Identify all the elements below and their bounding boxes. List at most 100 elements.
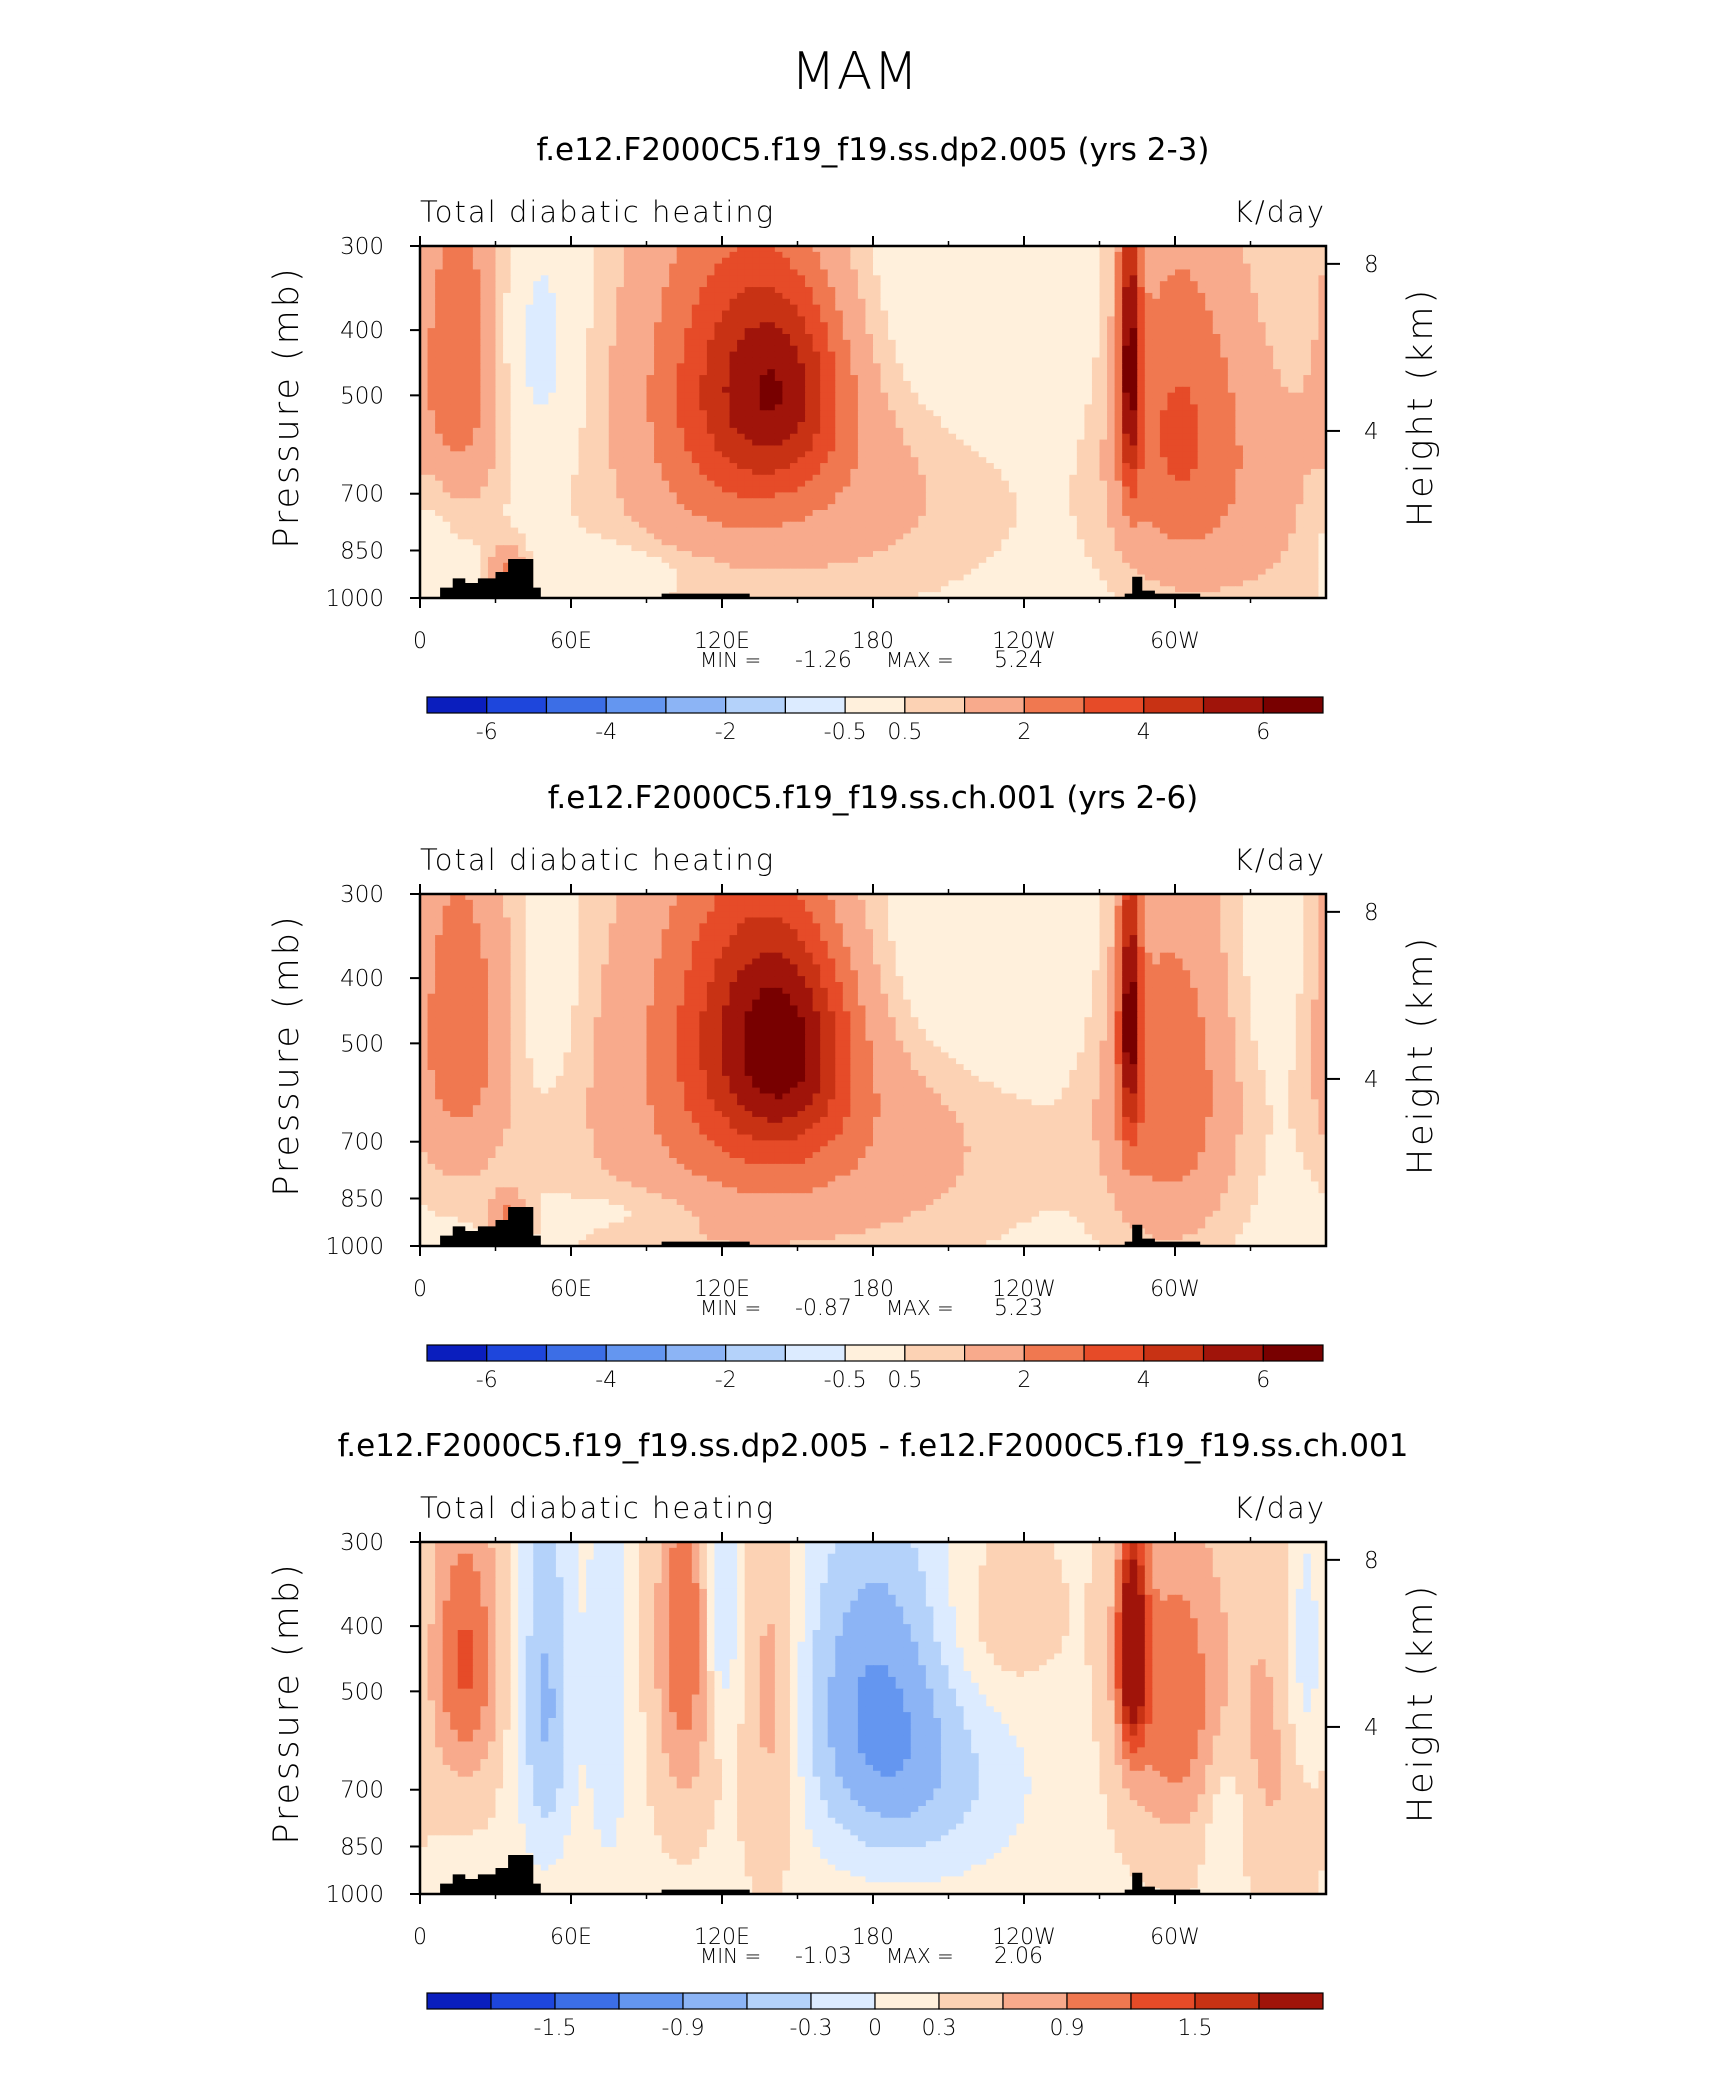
panel-1-field-cell	[669, 264, 677, 270]
panel-1-field-cell	[1167, 275, 1175, 281]
panel-1-field-cell	[594, 328, 602, 334]
panel-1-field-cell	[903, 334, 911, 340]
panel-1-field-cell	[692, 287, 700, 293]
panel-1-field-cell	[820, 264, 828, 270]
panel-1-field-cell	[760, 252, 768, 258]
panel-1-field-cell	[760, 258, 768, 264]
panel-1-field-cell	[1303, 281, 1311, 287]
panel-1-field-cell	[480, 340, 488, 346]
panel-1-field-cell	[435, 281, 443, 287]
panel-1-field-cell	[669, 340, 677, 346]
panel-1-field-cell	[654, 340, 662, 346]
panel-1-field-cell	[511, 322, 519, 328]
panel-1-field-cell	[730, 252, 738, 258]
panel-1-field-cell	[752, 293, 760, 299]
panel-1-field-cell	[714, 328, 722, 334]
panel-1-field-cell	[616, 264, 624, 270]
panel-1-field-cell	[752, 305, 760, 311]
panel-1-field-cell	[858, 311, 866, 317]
panel-1-field-cell	[503, 275, 511, 281]
panel-1-field-cell	[511, 281, 519, 287]
panel-1-field-cell	[458, 328, 466, 334]
panel-1-field-cell	[563, 340, 571, 346]
panel-1-field-cell	[1092, 269, 1100, 275]
panel-1-field-cell	[911, 269, 919, 275]
panel-1-units-label: K/day	[1234, 195, 1326, 229]
panel-1-field-cell	[1243, 287, 1251, 293]
panel-1-field-cell	[692, 269, 700, 275]
panel-1-field-cell	[1077, 299, 1085, 305]
panel-1-field-cell	[926, 305, 934, 311]
panel-1-field-cell	[828, 293, 836, 299]
panel-1-field-cell	[964, 269, 972, 275]
panel-1-field-cell	[654, 258, 662, 264]
panel-1-field-cell	[548, 334, 556, 340]
panel-1-field-cell	[533, 322, 541, 328]
panel-1-field-cell	[488, 316, 496, 322]
panel-1-field-cell	[707, 275, 715, 281]
panel-1-field-cell	[1039, 252, 1047, 258]
panel-1-field-cell	[1235, 322, 1243, 328]
panel-1-field-cell	[1062, 299, 1070, 305]
panel-1-field-cell	[1183, 264, 1191, 270]
panel-1-field-cell	[1137, 269, 1145, 275]
panel-1-field-cell	[752, 275, 760, 281]
panel-1-field-cell	[1266, 299, 1274, 305]
panel-1-field-cell	[1100, 269, 1108, 275]
panel-1-field-cell	[1039, 334, 1047, 340]
panel-1-field-cell	[654, 305, 662, 311]
panel-1-field-cell	[541, 269, 549, 275]
panel-1-field-cell	[714, 252, 722, 258]
panel-1-field-cell	[782, 293, 790, 299]
panel-1-field-cell	[541, 258, 549, 264]
panel-1-field-cell	[1296, 334, 1304, 340]
figure-canvas: f.e12.F2000C5.f19_f19.ss.dp2.005 (yrs 2-…	[0, 0, 1710, 2074]
panel-1-field-cell	[1115, 275, 1123, 281]
panel-1-field-cell	[896, 281, 904, 287]
panel-1-field-cell	[1137, 275, 1145, 281]
panel-1-field-cell	[662, 293, 670, 299]
panel-1-field-cell	[888, 281, 896, 287]
panel-1-field-cell	[1084, 287, 1092, 293]
panel-1-field-cell	[1167, 316, 1175, 322]
panel-1-field-cell	[888, 299, 896, 305]
panel-1-field-cell	[1047, 316, 1055, 322]
panel-1-field-cell	[767, 293, 775, 299]
panel-1-field-cell	[624, 293, 632, 299]
panel-1-field-cell	[654, 252, 662, 258]
panel-1-field-cell	[465, 281, 473, 287]
panel-1-field-cell	[926, 269, 934, 275]
panel-1-field-cell	[949, 334, 957, 340]
panel-1-field-cell	[714, 275, 722, 281]
panel-1-field-cell	[941, 287, 949, 293]
panel-1-field-cell	[631, 305, 639, 311]
panel-1-field-cell	[1115, 305, 1123, 311]
panel-1-field-cell	[888, 293, 896, 299]
panel-1-field-cell	[1213, 269, 1221, 275]
panel-1-field-cell	[616, 334, 624, 340]
panel-1-field-cell	[767, 252, 775, 258]
panel-1-field-cell	[1311, 299, 1319, 305]
panel-1-field-cell	[1107, 264, 1115, 270]
panel-1-field-cell	[480, 311, 488, 317]
panel-1-field-cell	[609, 316, 617, 322]
panel-1-field-cell	[790, 316, 798, 322]
panel-1-field-cell	[775, 322, 783, 328]
panel-1-field-cell	[1024, 293, 1032, 299]
panel-1-field-cell	[949, 269, 957, 275]
panel-1-field-cell	[1273, 316, 1281, 322]
panel-1-field-cell	[881, 275, 889, 281]
panel-1-field-cell	[435, 275, 443, 281]
panel-1-field-cell	[1107, 275, 1115, 281]
panel-1-field-cell	[767, 299, 775, 305]
panel-1-field-cell	[488, 264, 496, 270]
panel-1-field-cell	[639, 252, 647, 258]
panel-1-field-cell	[1311, 287, 1319, 293]
panel-1-field-cell	[1130, 293, 1138, 299]
panel-1-field-cell	[1311, 258, 1319, 264]
panel-1-field-cell	[1288, 275, 1296, 281]
panel-1-field-cell	[1228, 287, 1236, 293]
panel-1-field-cell	[631, 269, 639, 275]
panel-1-field-cell	[639, 334, 647, 340]
panel-1-field-cell	[971, 334, 979, 340]
